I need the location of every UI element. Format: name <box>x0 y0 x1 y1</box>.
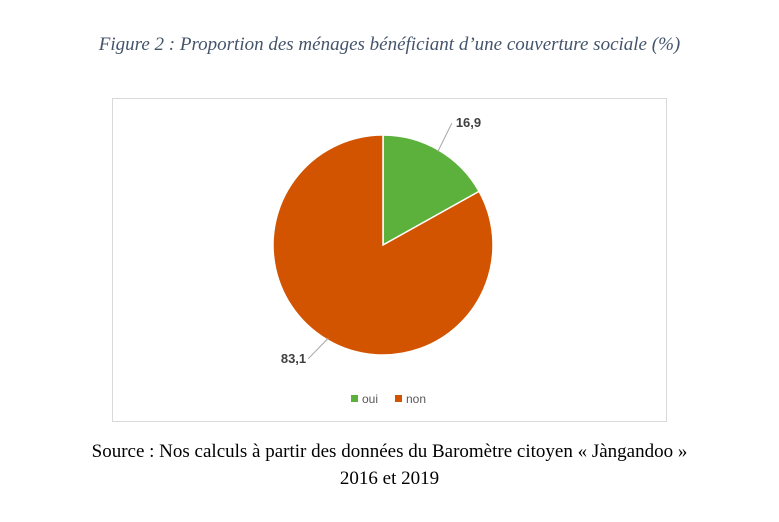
chart-area: 16,9 83,1 oui non <box>112 98 667 422</box>
source-note: Source : Nos calculs à partir des donnée… <box>0 438 779 492</box>
legend-swatch-non <box>395 395 402 402</box>
pie-slices <box>272 134 494 356</box>
source-line-1: Source : Nos calculs à partir des donnée… <box>91 441 688 462</box>
chart-legend: oui non <box>351 392 426 406</box>
pie-chart: 16,9 83,1 oui non <box>272 115 494 406</box>
leader-lines <box>307 122 453 360</box>
leader-line-non <box>307 337 329 360</box>
legend-label-oui: oui <box>362 392 378 406</box>
legend-label-non: non <box>406 392 426 406</box>
data-label-oui: 16,9 <box>456 115 481 130</box>
legend-swatch-oui <box>351 395 358 402</box>
leader-line-oui <box>437 122 453 153</box>
data-labels: 16,9 83,1 <box>281 115 481 366</box>
figure-caption: Figure 2 : Proportion des ménages bénéfi… <box>98 34 681 55</box>
data-label-non: 83,1 <box>281 351 306 366</box>
source-line-2: 2016 et 2019 <box>339 468 440 489</box>
